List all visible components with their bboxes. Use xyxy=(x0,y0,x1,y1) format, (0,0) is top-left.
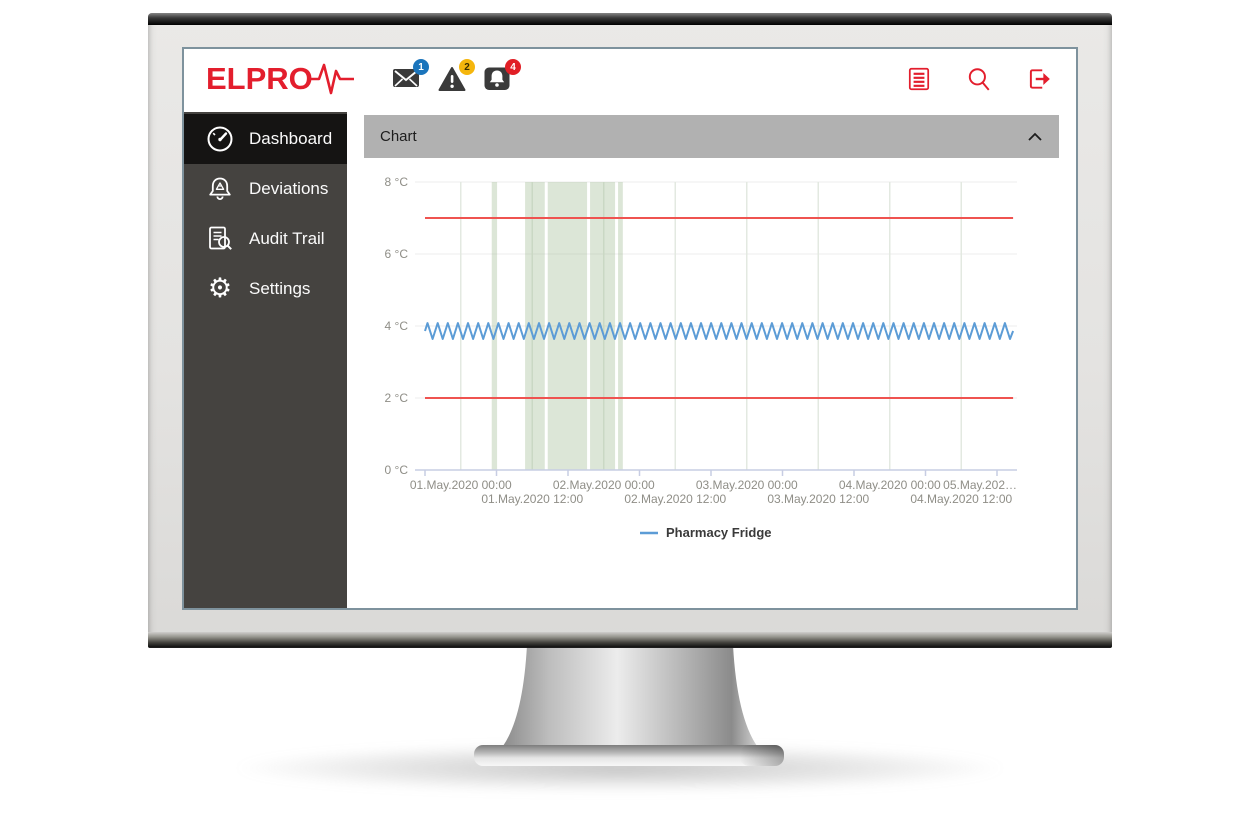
messages-button[interactable]: 1 xyxy=(392,59,429,94)
svg-text:4 °C: 4 °C xyxy=(385,319,409,333)
logout-icon xyxy=(1029,69,1050,89)
audit-document-icon xyxy=(205,224,235,254)
notification-icons: 1 2 4 xyxy=(392,59,521,94)
elpro-pulse-icon xyxy=(309,63,354,95)
svg-text:01.May.2020 00:00: 01.May.2020 00:00 xyxy=(410,478,512,492)
messages-badge: 1 xyxy=(413,59,429,75)
svg-text:03.May.2020 00:00: 03.May.2020 00:00 xyxy=(696,478,798,492)
svg-text:04.May.2020 00:00: 04.May.2020 00:00 xyxy=(839,478,941,492)
elpro-logo: ELPRO xyxy=(206,62,356,96)
gauge-icon xyxy=(205,124,235,154)
sidebar-item-deviations[interactable]: Deviations xyxy=(184,164,347,214)
search-icon xyxy=(968,68,990,91)
monitor-top-bezel xyxy=(148,13,1112,25)
monitor-stand xyxy=(474,645,784,766)
panel-title: Chart xyxy=(380,128,417,145)
chart-area: 0 °C 2 °C 4 °C 6 °C 8 °C 01.May.2020 00:00 02.… xyxy=(370,167,1030,553)
alarm-bell-icon xyxy=(205,174,235,204)
svg-text:03.May.2020 12:00: 03.May.2020 12:00 xyxy=(767,492,869,506)
gear-icon: ⚙ xyxy=(207,273,233,304)
chevron-up-icon[interactable] xyxy=(1027,132,1043,142)
sidebar-item-dashboard[interactable]: Dashboard xyxy=(184,114,347,164)
svg-text:2 °C: 2 °C xyxy=(385,391,409,405)
svg-text:04.May.2020 12:00: 04.May.2020 12:00 xyxy=(910,492,1012,506)
alarms-button[interactable]: 4 xyxy=(484,59,521,94)
alarms-badge: 4 xyxy=(505,59,521,75)
warning-triangle-icon xyxy=(438,67,466,91)
svg-text:05.May.202…: 05.May.202… xyxy=(943,478,1017,492)
sidebar-item-audit-trail[interactable]: Audit Trail xyxy=(184,214,347,264)
svg-text:02.May.2020 00:00: 02.May.2020 00:00 xyxy=(553,478,655,492)
sidebar-item-label: Dashboard xyxy=(249,129,333,148)
svg-text:8 °C: 8 °C xyxy=(385,175,409,189)
sidebar-item-label: Audit Trail xyxy=(249,229,325,248)
logo-text: ELPRO xyxy=(206,61,313,96)
temperature-chart[interactable]: 0 °C 2 °C 4 °C 6 °C 8 °C 01.May.2020 00:00 02.… xyxy=(370,167,1030,553)
reports-button[interactable] xyxy=(906,66,932,92)
envelope-icon xyxy=(393,69,419,87)
svg-text:0 °C: 0 °C xyxy=(385,463,409,477)
svg-text:01.May.2020 12:00: 01.May.2020 12:00 xyxy=(481,492,583,506)
main-content: Chart 0 °C 2 °C 4 °C 6 °C 8 °C 01.May.2020 00… xyxy=(347,112,1076,608)
list-icon xyxy=(908,67,930,91)
sidebar-item-settings[interactable]: ⚙ Settings xyxy=(184,264,347,314)
topbar-actions xyxy=(906,66,1052,92)
logout-button[interactable] xyxy=(1026,66,1052,92)
app-topbar: ELPRO 1 xyxy=(184,49,1076,112)
app-window: ELPRO 1 xyxy=(182,47,1078,610)
svg-text:02.May.2020 12:00: 02.May.2020 12:00 xyxy=(624,492,726,506)
monitor-bottom-bezel xyxy=(148,632,1112,648)
warnings-badge: 2 xyxy=(459,59,475,75)
warnings-button[interactable]: 2 xyxy=(438,59,475,94)
svg-text:Pharmacy Fridge: Pharmacy Fridge xyxy=(666,525,772,540)
sidebar-item-label: Deviations xyxy=(249,179,329,198)
sidebar: Dashboard Deviations xyxy=(184,112,347,608)
bell-icon xyxy=(484,67,510,90)
search-button[interactable] xyxy=(966,66,992,92)
stand-base xyxy=(474,745,784,766)
svg-text:6 °C: 6 °C xyxy=(385,247,409,261)
stand-neck xyxy=(503,645,757,746)
chart-panel-header[interactable]: Chart xyxy=(364,115,1059,158)
sidebar-item-label: Settings xyxy=(249,279,311,298)
